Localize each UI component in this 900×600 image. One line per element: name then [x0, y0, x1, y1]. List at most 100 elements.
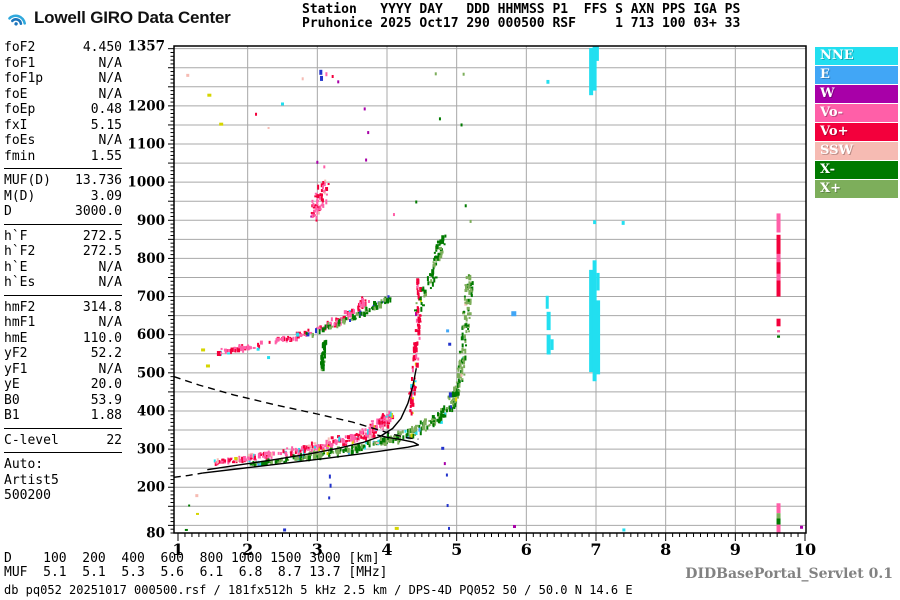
param-row-mufd: MUF(D) 13.736: [4, 173, 122, 189]
panel-separator: [4, 168, 122, 169]
d-muf-table: D 100 200 400 600 800 1000 1500 3000 [km…: [4, 551, 388, 580]
param-label: D: [4, 204, 12, 219]
param-value: 1.88: [90, 408, 122, 423]
param-row-hme: hmE 110.0: [4, 331, 122, 347]
x-tick-label: 7: [590, 540, 601, 559]
legend-item-vo: Vo+: [815, 123, 898, 141]
y-tick-label: 900: [137, 213, 165, 229]
giro-logo: Lowell GIRO Data Center: [6, 6, 231, 30]
param-row-d: D 3000.0: [4, 204, 122, 220]
autoscaling-info: Auto: Artist5 500200: [4, 457, 122, 504]
plot-border: [173, 45, 807, 534]
param-value: N/A: [98, 259, 122, 275]
param-label: hmE: [4, 330, 28, 346]
param-value: N/A: [98, 275, 122, 290]
param-label: h`E: [4, 259, 28, 275]
x-tick-label: 2: [242, 540, 253, 559]
param-row-yf2: yF2 52.2: [4, 346, 122, 362]
param-label: B1: [4, 408, 20, 423]
param-value: 314.8: [82, 299, 122, 315]
param-label: foEp: [4, 102, 36, 117]
param-value: 272.5: [82, 228, 122, 244]
y-tick-label: 600: [137, 327, 165, 343]
param-row-fof2: foF2 4.450: [4, 40, 122, 56]
param-label: fmin: [4, 148, 36, 164]
param-label: fxI: [4, 117, 28, 133]
y-tick-label: 200: [137, 480, 165, 496]
axis-ticks: [168, 48, 806, 541]
param-row-hf2: h`F2 272.5: [4, 244, 122, 260]
param-label: foE: [4, 86, 28, 102]
x-tick-label: 4: [381, 540, 392, 559]
axis-tick-labels: 1357120011001000900800700600500400300200…: [127, 38, 816, 559]
y-tick-label: 1100: [127, 137, 165, 153]
param-value: N/A: [98, 361, 122, 377]
param-value: 5.15: [90, 117, 122, 133]
autoscaling-line: Auto:: [4, 457, 44, 472]
param-row-clevel: C-level 22: [4, 433, 122, 449]
logo-text: Lowell GIRO Data Center: [34, 8, 231, 27]
param-row-foes: foEs N/A: [4, 133, 122, 149]
param-row-yf1: yF1 N/A: [4, 362, 122, 378]
param-label: h`Es: [4, 275, 36, 290]
profile-curves: [173, 368, 420, 478]
param-label: foF1: [4, 55, 36, 71]
param-label: yE: [4, 377, 20, 392]
y-tick-label: 500: [137, 365, 165, 381]
param-row-fof1: foF1 N/A: [4, 56, 122, 72]
y-tick-label: 400: [137, 403, 165, 419]
param-label: foF1p: [4, 71, 44, 86]
param-row-fxi: fxI 5.15: [4, 118, 122, 134]
param-value: 53.9: [90, 392, 122, 408]
y-tick-label: 800: [137, 251, 165, 267]
autoscaling-line: 500200: [4, 488, 51, 503]
param-value: N/A: [98, 315, 122, 330]
curve-profile-dashed-stub: [173, 472, 203, 478]
x-tick-label: 10: [794, 540, 816, 559]
param-row-ye: yE 20.0: [4, 377, 122, 393]
param-value: 3000.0: [75, 204, 122, 219]
x-tick-label: 1: [172, 540, 183, 559]
curve-fitted-trace: [207, 368, 417, 471]
param-label: foF2: [4, 40, 36, 55]
param-row-fmin: fmin 1.55: [4, 149, 122, 165]
param-row-foep: foEp 0.48: [4, 102, 122, 118]
y-tick-label: 1357: [127, 38, 165, 54]
legend-item-vo: Vo-: [815, 104, 898, 122]
param-row-b1: B1 1.88: [4, 408, 122, 424]
param-row-hmf1: hmF1 N/A: [4, 315, 122, 331]
param-value: N/A: [98, 71, 122, 86]
param-row-b0: B0 53.9: [4, 393, 122, 409]
panel-separator: [4, 294, 122, 296]
giro-wave-icon: [8, 14, 26, 26]
param-row-md: M(D) 3.09: [4, 189, 122, 205]
panel-separator: [4, 427, 122, 429]
x-tick-label: 8: [660, 540, 671, 559]
param-label: C-level: [4, 432, 59, 448]
param-label: MUF(D): [4, 173, 51, 188]
param-row-hf: h`F 272.5: [4, 229, 122, 245]
param-value: 0.48: [90, 102, 122, 117]
param-value: N/A: [98, 86, 122, 102]
param-row-he: h`E N/A: [4, 260, 122, 276]
station-header-line2: Pruhonice 2025 Oct17 290 000500 RSF 1 71…: [302, 16, 741, 31]
y-tick-label: 700: [137, 289, 165, 305]
x-tick-label: 5: [451, 540, 462, 559]
param-value: 4.450: [82, 40, 122, 55]
param-value: N/A: [98, 133, 122, 148]
legend-item-w: W: [815, 85, 898, 103]
param-label: M(D): [4, 188, 36, 204]
servlet-version-label: DIDBasePortal_Servlet 0.1: [685, 566, 893, 582]
param-value: N/A: [98, 55, 122, 71]
legend-item-e: E: [815, 66, 898, 84]
curve-dashed-extrapolation: [173, 375, 419, 440]
station-header: Station YYYY DAY DDD HHMMSS P1 FFS S AXN…: [302, 3, 740, 31]
param-label: foEs: [4, 133, 36, 148]
legend-item-ssw: SSW: [815, 142, 898, 160]
x-tick-label: 9: [730, 540, 741, 559]
y-tick-label: 1000: [127, 175, 165, 191]
y-tick-label: 300: [137, 442, 165, 458]
x-tick-label: 3: [312, 540, 323, 559]
legend-item-nne: NNE: [815, 47, 898, 65]
